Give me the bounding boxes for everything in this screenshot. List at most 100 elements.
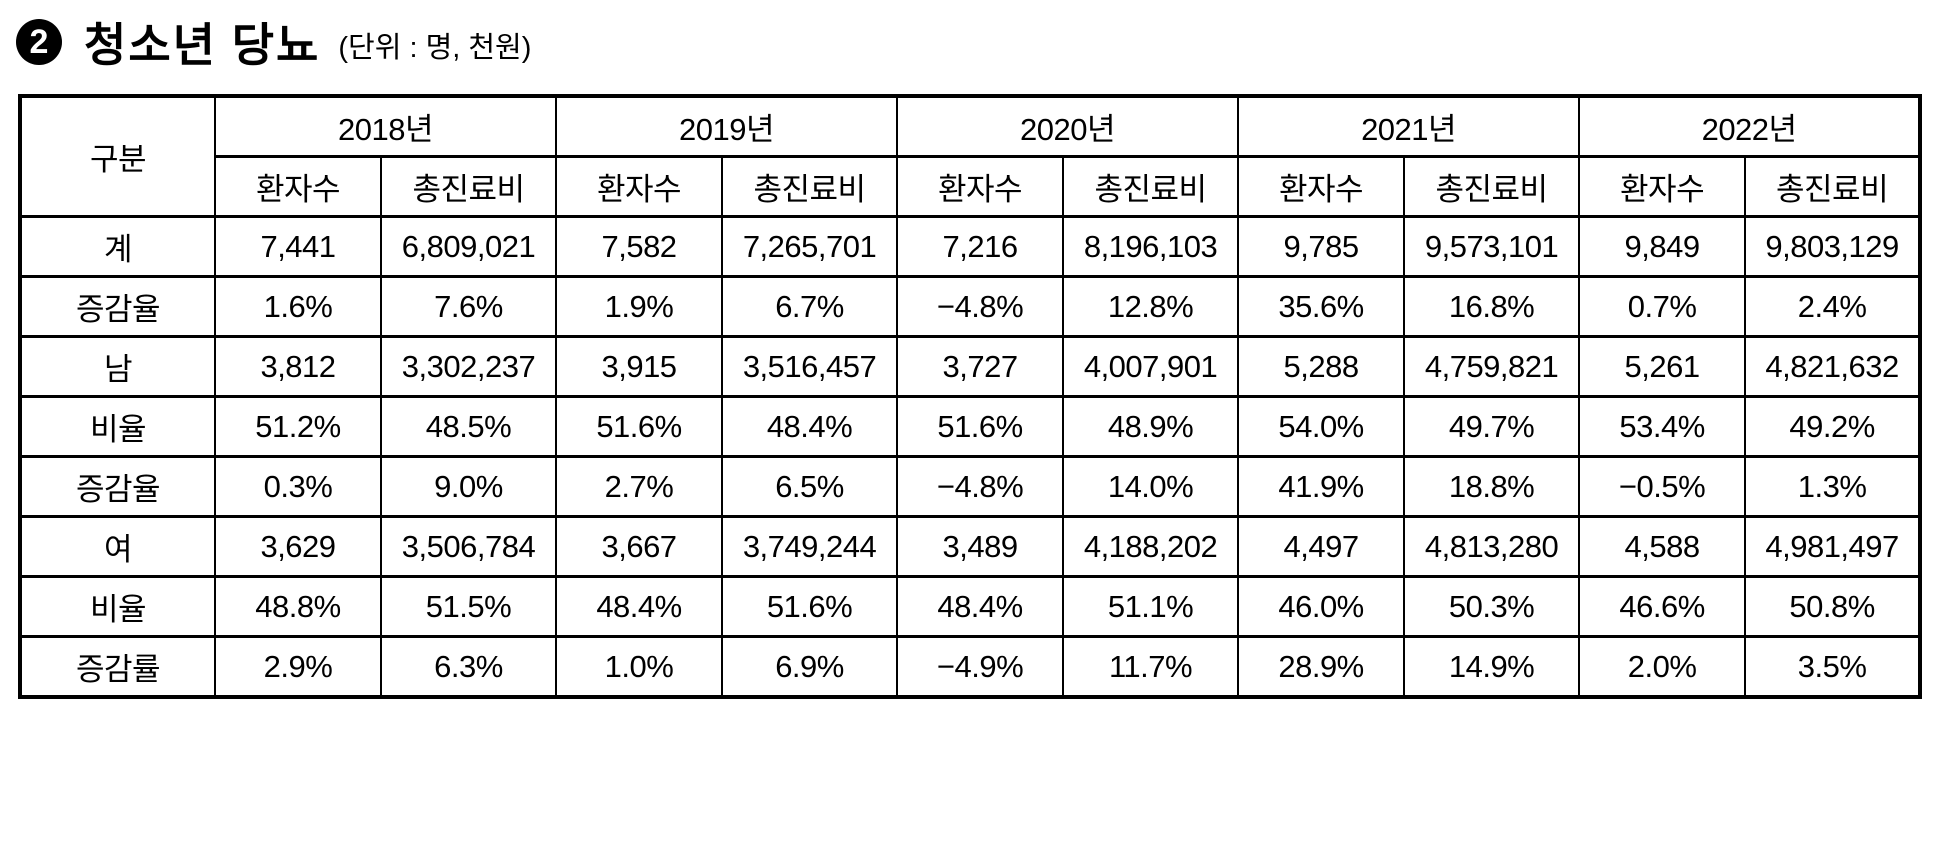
- table-cell: 6.9%: [721, 635, 899, 699]
- cost-header: 총진료비: [1062, 155, 1240, 218]
- table-cell: 6.3%: [379, 635, 558, 699]
- table-cell: 5,261: [1578, 335, 1747, 398]
- table-cell: 50.8%: [1744, 575, 1922, 638]
- table-row: 여 3,629 3,506,784 3,667 3,749,244 3,489 4,188,…: [19, 515, 1922, 578]
- table-cell: 9.0%: [379, 455, 558, 518]
- table-cell: 1.6%: [214, 275, 382, 338]
- row-label: 비율: [19, 575, 216, 638]
- year-header-0: 2018년: [213, 94, 558, 158]
- table-cell: 3,915: [555, 335, 724, 398]
- table-cell: 3.5%: [1744, 635, 1922, 699]
- table-cell: 3,506,784: [379, 515, 558, 578]
- section-title: 2 청소년 당뇨 (단위 : 명, 천원): [16, 14, 1936, 71]
- table-cell: 4,007,901: [1062, 335, 1240, 398]
- table-cell: 50.3%: [1403, 575, 1581, 638]
- patients-header: 환자수: [555, 155, 724, 218]
- year-header-2: 2020년: [896, 94, 1240, 158]
- table-cell: 51.6%: [896, 395, 1065, 458]
- table-cell: 49.2%: [1744, 395, 1922, 458]
- table-cell: 2.9%: [214, 635, 382, 699]
- table-cell: 9,849: [1578, 215, 1747, 278]
- table-cell: 48.5%: [379, 395, 558, 458]
- table-row: 증감율 0.3% 9.0% 2.7% 6.5% −4.8% 14.0% 41.9% 18.8% −…: [19, 455, 1922, 518]
- table-cell: 3,667: [555, 515, 724, 578]
- table-cell: 41.9%: [1237, 455, 1406, 518]
- table-cell: 4,188,202: [1062, 515, 1240, 578]
- table-cell: 11.7%: [1062, 635, 1240, 699]
- table-cell: −0.5%: [1578, 455, 1747, 518]
- cost-header: 총진료비: [379, 155, 558, 218]
- table-cell: 51.6%: [555, 395, 724, 458]
- table-head: 구분 2018년 2019년 2020년 2021년 2022년 환자수 총진료비 환자수 총진료…: [19, 94, 1922, 218]
- table-cell: 14.9%: [1403, 635, 1581, 699]
- table-cell: 4,588: [1578, 515, 1747, 578]
- table-cell: 35.6%: [1237, 275, 1406, 338]
- row-label: 계: [19, 215, 216, 278]
- unit-note: (단위 : 명, 천원): [338, 32, 532, 64]
- year-header-3: 2021년: [1237, 94, 1581, 158]
- header-row-measures: 환자수 총진료비 환자수 총진료비 환자수 총진료비 환자수 총진료비 환자수 총진료비: [20, 155, 1922, 218]
- table-cell: 49.7%: [1403, 395, 1581, 458]
- table-cell: 4,813,280: [1403, 515, 1581, 578]
- table-cell: 7,216: [896, 215, 1065, 278]
- table-row: 계 7,441 6,809,021 7,582 7,265,701 7,216 8,196,…: [19, 215, 1922, 278]
- patients-header: 환자수: [1578, 155, 1747, 218]
- table-cell: 7,582: [555, 215, 724, 278]
- table-cell: 28.9%: [1237, 635, 1406, 699]
- table-cell: 1.9%: [555, 275, 724, 338]
- patients-header: 환자수: [896, 155, 1065, 218]
- table-cell: 48.8%: [214, 575, 382, 638]
- table-cell: 18.8%: [1403, 455, 1581, 518]
- table-cell: 51.2%: [214, 395, 382, 458]
- row-label: 비율: [19, 395, 216, 458]
- table-cell: 6.5%: [721, 455, 899, 518]
- table-cell: 2.4%: [1744, 275, 1922, 338]
- table-cell: 48.4%: [896, 575, 1065, 638]
- table-cell: 2.7%: [555, 455, 724, 518]
- table-cell: 3,629: [214, 515, 382, 578]
- table-cell: 48.9%: [1062, 395, 1240, 458]
- table-cell: 12.8%: [1062, 275, 1240, 338]
- table-cell: 4,759,821: [1403, 335, 1581, 398]
- table-cell: 46.0%: [1237, 575, 1406, 638]
- corner-header: 구분: [19, 94, 216, 218]
- table-cell: 2.0%: [1578, 635, 1747, 699]
- year-header-1: 2019년: [555, 94, 899, 158]
- patients-header: 환자수: [1237, 155, 1406, 218]
- table-cell: 14.0%: [1062, 455, 1240, 518]
- table-cell: 51.5%: [379, 575, 558, 638]
- table-cell: 3,516,457: [721, 335, 899, 398]
- table-cell: 4,981,497: [1744, 515, 1922, 578]
- row-label: 증감률: [19, 635, 216, 699]
- table-cell: −4.9%: [896, 635, 1065, 699]
- table-cell: 48.4%: [555, 575, 724, 638]
- table-cell: 7,441: [214, 215, 382, 278]
- year-header-4: 2022년: [1578, 94, 1922, 158]
- header-row-years: 구분 2018년 2019년 2020년 2021년 2022년: [19, 94, 1922, 218]
- table-row: 비율 48.8% 51.5% 48.4% 51.6% 48.4% 51.1% 46.0% 50.…: [19, 575, 1922, 638]
- table-cell: −4.8%: [896, 455, 1065, 518]
- table-cell: 0.7%: [1578, 275, 1747, 338]
- section-title-text: 청소년 당뇨: [84, 19, 321, 71]
- table-cell: 51.1%: [1062, 575, 1240, 638]
- row-label: 증감율: [19, 455, 216, 518]
- cost-header: 총진료비: [721, 155, 899, 218]
- table-cell: 3,727: [896, 335, 1065, 398]
- table-body: 계 7,441 6,809,021 7,582 7,265,701 7,216 8,196,…: [19, 215, 1922, 699]
- patients-header: 환자수: [214, 155, 382, 218]
- cost-header: 총진료비: [1403, 155, 1581, 218]
- table-cell: 53.4%: [1578, 395, 1747, 458]
- table-cell: 3,749,244: [721, 515, 899, 578]
- table-row: 증감율 1.6% 7.6% 1.9% 6.7% −4.8% 12.8% 35.6% 16.8% 0…: [19, 275, 1922, 338]
- table-cell: 9,803,129: [1744, 215, 1922, 278]
- table-cell: 7,265,701: [721, 215, 899, 278]
- row-label: 증감율: [19, 275, 216, 338]
- table-cell: 51.6%: [721, 575, 899, 638]
- row-label: 남: [19, 335, 216, 398]
- table-cell: 6.7%: [721, 275, 899, 338]
- table-cell: 9,573,101: [1403, 215, 1581, 278]
- table-cell: 1.0%: [555, 635, 724, 699]
- table-cell: 5,288: [1237, 335, 1406, 398]
- numbered-circle-icon: 2: [16, 19, 62, 65]
- table-cell: 3,302,237: [379, 335, 558, 398]
